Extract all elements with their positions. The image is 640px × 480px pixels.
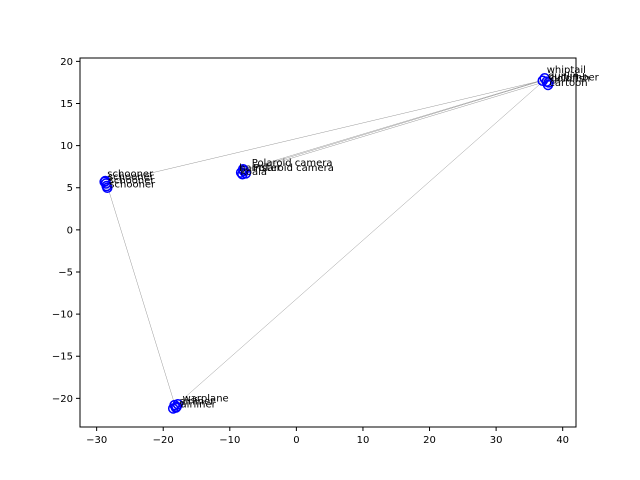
y-tick-label-3: −5 [58, 267, 73, 278]
edge-layer [106, 78, 547, 407]
x-tick-label-3: 0 [293, 435, 299, 446]
edge-line-0 [106, 79, 545, 184]
y-tick-label-1: −15 [52, 352, 73, 363]
point-1-1 [235, 167, 247, 178]
x-tick-label-4: 10 [357, 435, 370, 446]
point-label-0: schooner [107, 169, 154, 180]
point-3-4 [170, 402, 182, 413]
axes-frame [79, 57, 577, 428]
point-label-14: airliner [179, 396, 215, 407]
x-tick-label-6: 30 [490, 435, 503, 446]
y-tick-label-5: 5 [67, 183, 73, 194]
point-label-4: Polaroid camera [252, 158, 333, 169]
edge-line-4 [243, 81, 546, 173]
x-tick-label-7: 40 [556, 435, 569, 446]
point-label-9: dunlin [548, 71, 579, 82]
y-tick-label-8: 20 [60, 57, 73, 68]
point-label-8: whiptail [547, 65, 586, 76]
point-label-7: koala [240, 167, 267, 178]
point-label-2: schooner [109, 176, 156, 187]
point-1-4 [240, 168, 252, 179]
point-label-13: warplane [183, 394, 229, 405]
y-tick-label-7: 15 [60, 99, 73, 110]
edge-line-1 [106, 183, 176, 407]
edge-line-3 [244, 79, 545, 172]
y-tick-label-6: 10 [60, 141, 73, 152]
y-tick-label-0: −20 [52, 394, 73, 405]
y-tick-label-4: 0 [67, 225, 73, 236]
point-0-4 [102, 182, 113, 193]
point-label-1: schooner [108, 172, 155, 183]
point-label-10: cucumber [549, 73, 600, 84]
point-label-12: cartoon [549, 78, 587, 89]
x-tick-label-5: 20 [423, 435, 436, 446]
axes: −30 −20 −10 0 10 20 30 40 −20 −15 −10 −5 0 5 10 15 20 [52, 57, 577, 446]
point-label-15: airliner [181, 400, 217, 411]
point-label-3: schooner [109, 180, 156, 191]
point-label-6: hamster [239, 163, 281, 174]
annotation-layer: schoonerschoonerschoonerschoonerPolaroid… [107, 65, 599, 410]
y-tick-label-2: −10 [52, 310, 73, 321]
x-tick-label-1: −20 [153, 435, 174, 446]
point-label-5: Polaroid camera [253, 163, 334, 174]
edge-line-5 [243, 78, 547, 171]
point-layer [99, 72, 554, 414]
point-label-11: goldfish [551, 74, 590, 85]
point-2-4 [542, 79, 554, 91]
x-tick-label-0: −30 [86, 435, 107, 446]
edge-line-2 [175, 79, 545, 407]
x-tick-label-2: −10 [219, 435, 240, 446]
